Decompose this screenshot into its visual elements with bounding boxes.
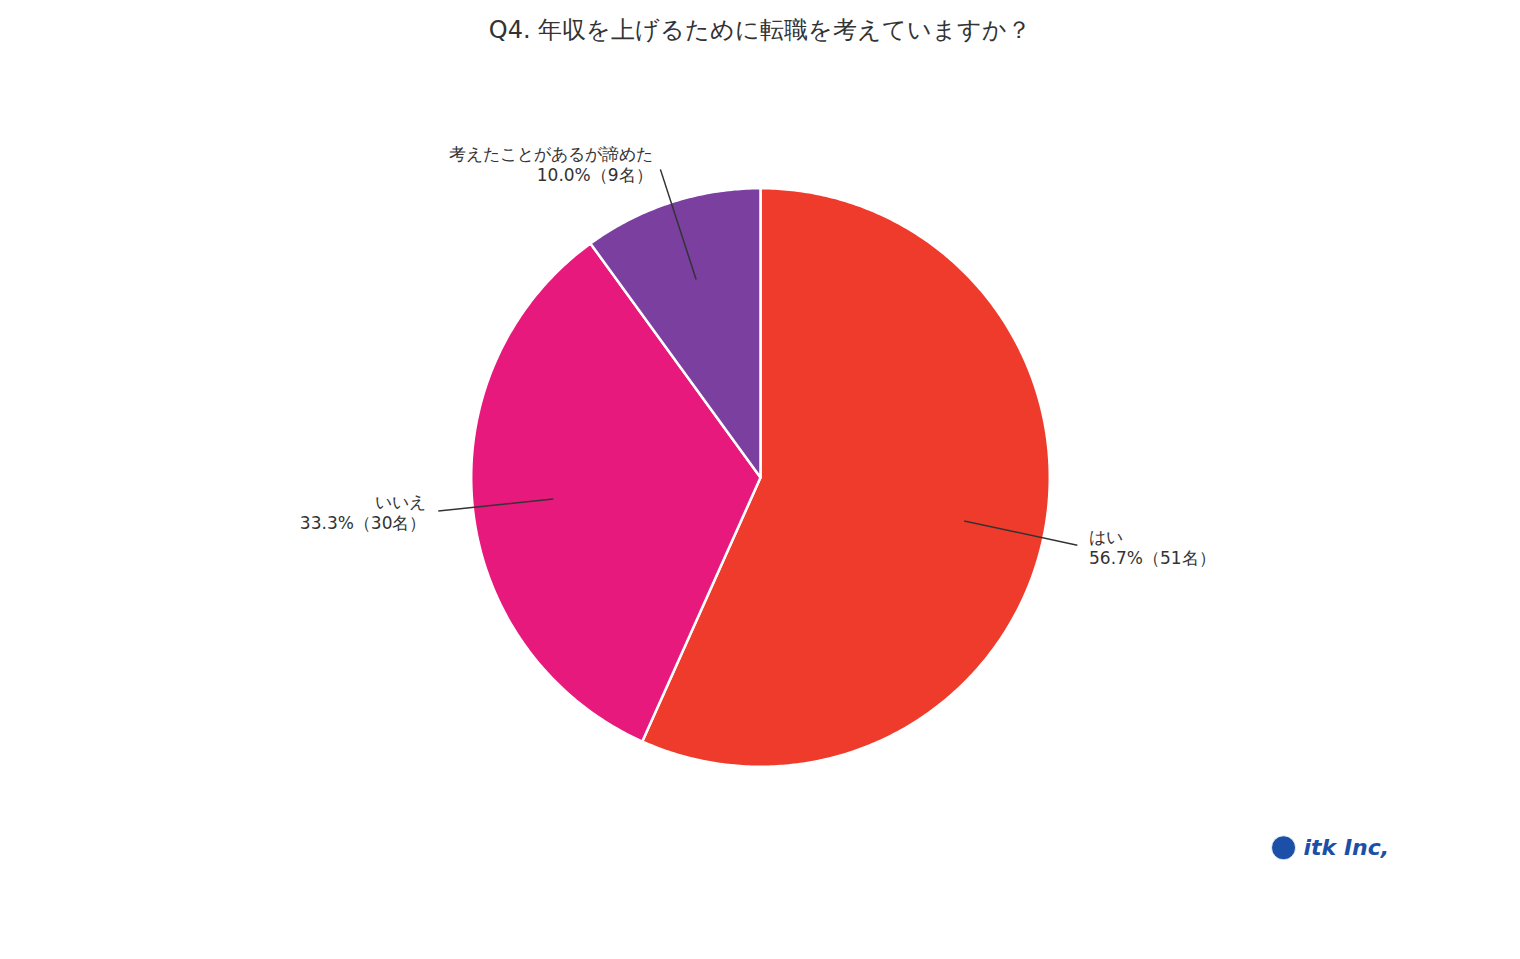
svg-text:itk Inc,: itk Inc,: [1304, 835, 1390, 860]
html-text:Q4. 年収を上げるために転職を考えていますか？: Q4. 年収を上げるために転職を考えていますか？: [488, 16, 1032, 44]
svg-text:いいえ33.3%（30名）: いいえ33.3%（30名）: [300, 492, 427, 533]
svg-text:考えたことがあるが諦めた10.0%（9名）: 考えたことがあるが諦めた10.0%（9名）: [449, 144, 653, 185]
svg-text:はい56.7%（51名）: はい56.7%（51名）: [1089, 527, 1216, 568]
